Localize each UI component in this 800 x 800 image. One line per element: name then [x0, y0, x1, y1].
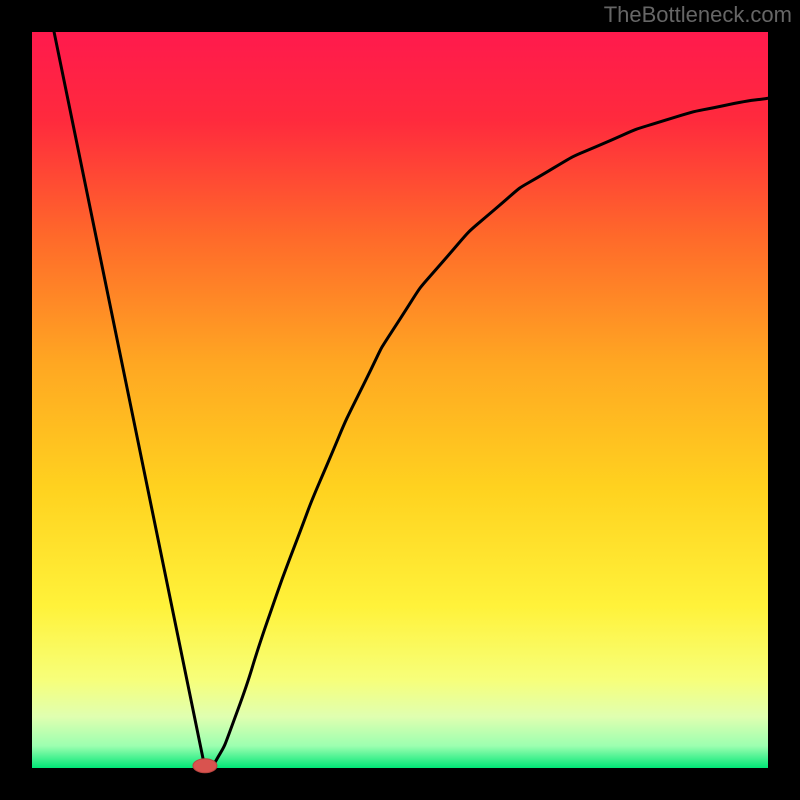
chart-container: TheBottleneck.com [0, 0, 800, 800]
chart-plot-area [32, 32, 768, 768]
bottleneck-chart [0, 0, 800, 800]
watermark-text: TheBottleneck.com [604, 2, 792, 28]
optimal-point-marker [193, 759, 217, 773]
